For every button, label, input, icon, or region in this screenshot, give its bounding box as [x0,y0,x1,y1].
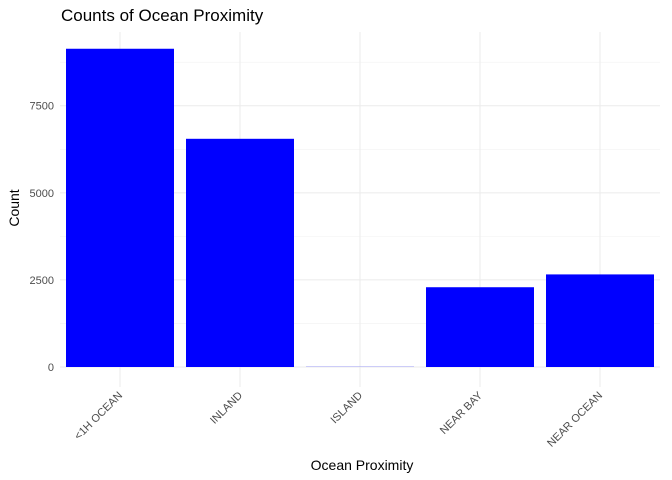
y-axis-title: Count [6,189,22,226]
y-tick-label: 0 [48,362,54,374]
x-tick-label: NEAR BAY [438,389,486,437]
bar-near-ocean [546,274,654,367]
bar-near-bay [426,287,534,367]
y-axis-ticks: 0 2500 5000 7500 [30,101,54,374]
x-tick-label: <1H OCEAN [72,390,125,443]
bar-inland [186,138,294,367]
x-axis-ticks: <1H OCEAN INLAND ISLAND NEAR BAY NEAR OCEAN [72,389,605,449]
x-tick-label: INLAND [208,390,245,427]
chart-title: Counts of Ocean Proximity [61,6,264,25]
y-tick-label: 5000 [30,188,54,200]
x-axis-title: Ocean Proximity [311,457,414,473]
x-tick-label: ISLAND [329,390,366,427]
y-tick-label: 2500 [30,275,54,287]
bar-1h-ocean [66,48,174,367]
bars [66,48,654,367]
x-tick-label: NEAR OCEAN [545,390,605,450]
y-tick-label: 7500 [30,101,54,113]
